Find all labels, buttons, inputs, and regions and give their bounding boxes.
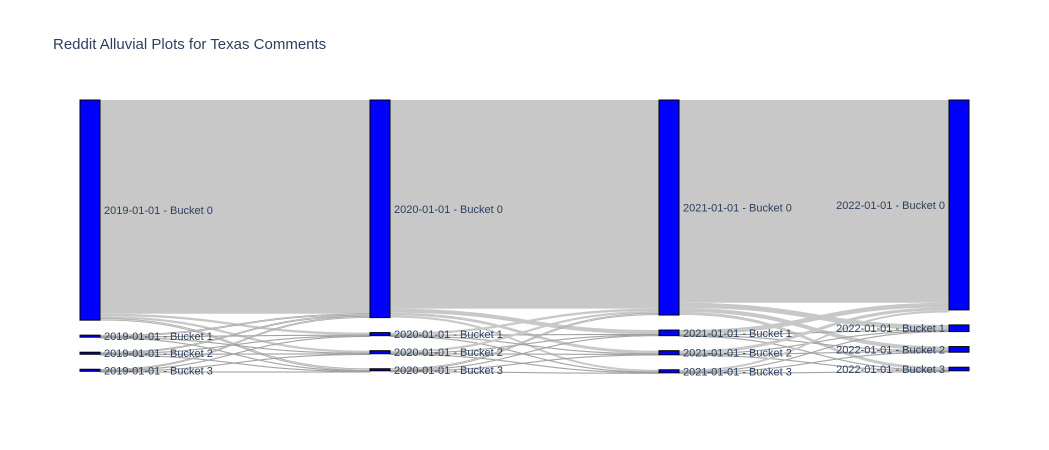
- node-label-2020-0: 2020-01-01 - Bucket 0: [394, 204, 503, 216]
- link-2019-3-to-2020-3[interactable]: [99, 371, 371, 373]
- node-2019-1[interactable]: [79, 334, 101, 338]
- node-2019-0[interactable]: [79, 99, 101, 321]
- node-label-2022-1: 2022-01-01 - Bucket 1: [836, 323, 945, 335]
- node-label-2021-2: 2021-01-01 - Bucket 2: [683, 348, 792, 360]
- link-layer: [99, 100, 950, 374]
- node-2019-2[interactable]: [79, 351, 101, 355]
- node-label-2022-3: 2022-01-01 - Bucket 3: [836, 364, 945, 376]
- node-label-2022-2: 2022-01-01 - Bucket 2: [836, 344, 945, 356]
- node-2022-3[interactable]: [948, 366, 970, 372]
- link-2020-1-to-2021-0[interactable]: [390, 308, 659, 335]
- node-2021-2[interactable]: [658, 350, 680, 356]
- node-2020-2[interactable]: [369, 350, 391, 355]
- link-2020-3-to-2021-2[interactable]: [389, 354, 660, 372]
- link-2020-0-to-2021-0[interactable]: [390, 100, 659, 309]
- link-2021-3-to-2022-0[interactable]: [679, 310, 949, 372]
- link-2019-0-to-2020-0[interactable]: [100, 100, 370, 314]
- node-label-2020-1: 2020-01-01 - Bucket 1: [394, 329, 503, 341]
- node-2021-1[interactable]: [658, 329, 680, 337]
- node-label-2019-0: 2019-01-01 - Bucket 0: [104, 205, 213, 217]
- link-2019-3-to-2020-2[interactable]: [99, 353, 371, 372]
- link-2021-0-to-2022-0[interactable]: [679, 100, 949, 303]
- link-2021-1-to-2022-0[interactable]: [679, 302, 949, 335]
- node-label-2019-3: 2019-01-01 - Bucket 3: [104, 365, 213, 377]
- node-2019-3[interactable]: [79, 368, 101, 372]
- node-label-2022-0: 2022-01-01 - Bucket 0: [836, 200, 945, 212]
- link-2020-3-to-2021-3[interactable]: [389, 371, 660, 374]
- node-label-2020-2: 2020-01-01 - Bucket 2: [394, 347, 503, 359]
- node-label-2021-1: 2021-01-01 - Bucket 1: [683, 328, 792, 340]
- link-2021-0-to-2022-1[interactable]: [679, 302, 949, 331]
- node-2022-0[interactable]: [948, 99, 970, 311]
- link-2020-2-to-2021-0[interactable]: [390, 310, 659, 353]
- chart-title: Reddit Alluvial Plots for Texas Comments: [53, 36, 327, 53]
- node-2022-1[interactable]: [948, 324, 970, 333]
- link-2021-3-to-2022-3[interactable]: [678, 371, 950, 374]
- node-label-2020-3: 2020-01-01 - Bucket 3: [394, 365, 503, 377]
- node-2020-1[interactable]: [369, 332, 391, 337]
- link-2019-3-to-2020-1[interactable]: [99, 335, 371, 372]
- node-2021-0[interactable]: [658, 99, 680, 316]
- node-layer: [79, 99, 970, 374]
- node-label-2021-0: 2021-01-01 - Bucket 0: [683, 203, 792, 215]
- link-2021-2-to-2022-0[interactable]: [679, 307, 949, 354]
- node-label-2021-3: 2021-01-01 - Bucket 3: [683, 366, 792, 378]
- node-label-2019-1: 2019-01-01 - Bucket 1: [104, 331, 213, 343]
- node-2022-2[interactable]: [948, 346, 970, 353]
- node-2020-0[interactable]: [369, 99, 391, 319]
- node-label-2019-2: 2019-01-01 - Bucket 2: [104, 348, 213, 360]
- node-2021-3[interactable]: [658, 369, 680, 374]
- label-layer: 2019-01-01 - Bucket 0 2019-01-01 - Bucket…: [104, 200, 945, 378]
- node-2020-3[interactable]: [369, 368, 391, 372]
